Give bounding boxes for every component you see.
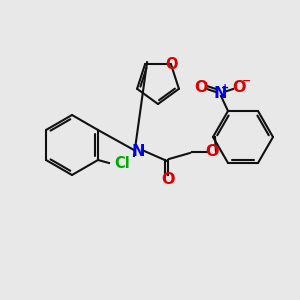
Text: O: O <box>205 145 219 160</box>
Text: O: O <box>166 57 178 72</box>
Text: O: O <box>161 172 175 188</box>
Text: Cl: Cl <box>114 157 130 172</box>
Text: O: O <box>232 80 246 94</box>
Text: N: N <box>213 85 227 100</box>
Text: N: N <box>131 145 145 160</box>
Text: O: O <box>194 80 208 94</box>
Text: −: − <box>242 76 252 86</box>
Text: +: + <box>221 83 229 93</box>
